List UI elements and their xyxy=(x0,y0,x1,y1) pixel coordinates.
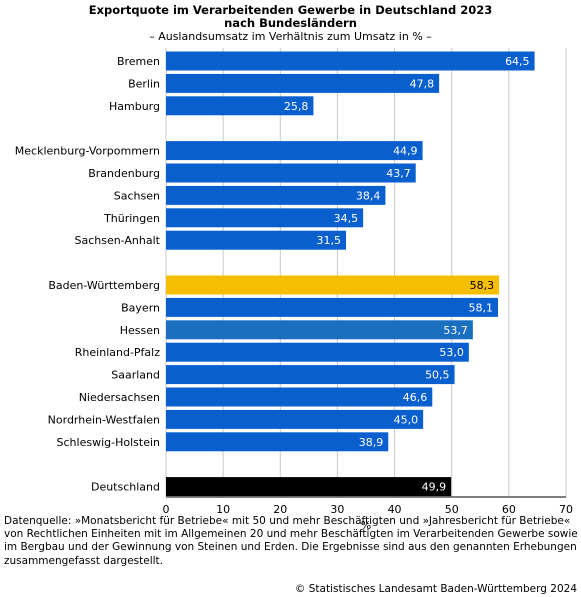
category-label: Brandenburg xyxy=(88,167,160,180)
value-label: 34,5 xyxy=(334,212,359,225)
value-label: 38,4 xyxy=(356,189,381,202)
bar-hessen xyxy=(166,320,473,340)
value-label: 53,0 xyxy=(439,346,464,359)
bar-th-ringen xyxy=(166,208,364,228)
value-label: 46,6 xyxy=(403,391,428,404)
bar-niedersachsen xyxy=(166,387,433,407)
category-label: Rheinland-Pfalz xyxy=(75,346,160,359)
category-label: Nordrhein-Westfalen xyxy=(48,413,160,426)
category-label: Deutschland xyxy=(91,481,160,494)
x-tick-label: 0 xyxy=(163,503,170,516)
x-tick-label: 20 xyxy=(273,503,287,516)
bar-hamburg xyxy=(166,96,314,116)
value-label: 31,5 xyxy=(317,234,342,247)
category-label: Niedersachsen xyxy=(79,391,160,404)
x-tick-label: 70 xyxy=(559,503,573,516)
value-label: 50,5 xyxy=(425,369,450,382)
value-label: 44,9 xyxy=(393,145,418,158)
chart-title-line1: Exportquote im Verarbeitenden Gewerbe in… xyxy=(88,3,493,17)
bar-schleswig-holstein xyxy=(166,432,389,452)
category-label: Schleswig-Holstein xyxy=(57,436,160,449)
bar-deutschland xyxy=(166,477,452,497)
value-label: 53,7 xyxy=(443,324,468,337)
data-source-footnote: Datenquelle: »Monatsbericht für Betriebe… xyxy=(4,515,578,567)
copyright-note: © Statistisches Landesamt Baden-Württemb… xyxy=(294,583,577,595)
value-label: 45,0 xyxy=(394,413,419,426)
bar-baden-w-rttemberg xyxy=(166,275,500,295)
value-label: 58,1 xyxy=(469,301,494,314)
category-label: Saarland xyxy=(111,369,160,382)
x-tick-label: 60 xyxy=(502,503,516,516)
bar-bremen xyxy=(166,51,535,71)
bar-nordrhein-westfalen xyxy=(166,409,424,429)
x-tick-label: 40 xyxy=(388,503,402,516)
bar-sachsen-anhalt xyxy=(166,230,346,250)
value-label: 43,7 xyxy=(386,167,411,180)
bar-bayern xyxy=(166,297,498,317)
value-label: 47,8 xyxy=(410,77,435,90)
category-label: Hamburg xyxy=(109,100,160,113)
bar-rheinland-pfalz xyxy=(166,342,469,362)
category-label: Bayern xyxy=(121,301,160,314)
value-label: 58,3 xyxy=(470,279,495,292)
category-label: Sachsen-Anhalt xyxy=(74,234,160,247)
x-axis-label: % xyxy=(361,519,371,532)
bar-sachsen xyxy=(166,185,386,205)
bar-saarland xyxy=(166,365,455,385)
x-tick-label: 50 xyxy=(445,503,459,516)
chart-title-line2: nach Bundesländern xyxy=(224,16,357,30)
value-label: 38,9 xyxy=(359,436,384,449)
value-label: 25,8 xyxy=(284,100,309,113)
category-label: Baden-Württemberg xyxy=(48,279,160,292)
bar-brandenburg xyxy=(166,163,416,183)
x-tick-label: 30 xyxy=(330,503,344,516)
category-label: Mecklenburg-Vorpommern xyxy=(15,145,160,158)
value-label: 64,5 xyxy=(505,55,530,68)
category-label: Sachsen xyxy=(114,189,160,202)
category-label: Hessen xyxy=(120,324,160,337)
category-label: Bremen xyxy=(117,55,160,68)
value-label: 49,9 xyxy=(422,481,447,494)
category-label: Berlin xyxy=(128,77,160,90)
bar-mecklenburg-vorpommern xyxy=(166,141,423,161)
chart-subtitle: – Auslandsumsatz im Verhältnis zum Umsat… xyxy=(149,30,432,43)
bar-berlin xyxy=(166,73,440,93)
category-label: Thüringen xyxy=(103,212,160,225)
x-tick-label: 10 xyxy=(216,503,230,516)
